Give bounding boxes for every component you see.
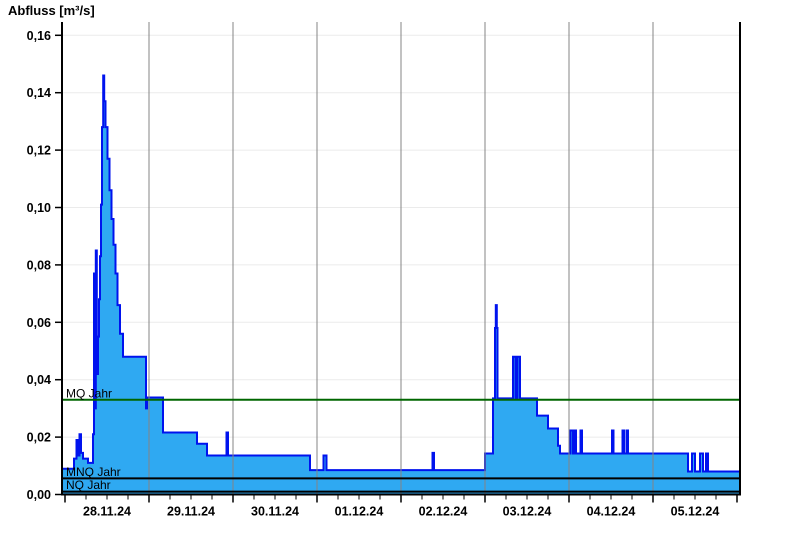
x-tick-label: 29.11.24 (167, 505, 215, 519)
x-tick-label: 28.11.24 (83, 505, 131, 519)
x-tick-label: 30.11.24 (251, 505, 299, 519)
y-tick-label: 0,00 (27, 488, 51, 502)
x-tick-label: 02.12.24 (419, 505, 468, 519)
reference-label-mq-jahr: MQ Jahr (66, 386, 112, 400)
y-tick-label: 0,10 (27, 201, 51, 215)
y-tick-label: 0,06 (27, 316, 51, 330)
y-tick-label: 0,02 (27, 431, 51, 445)
y-tick-label: 0,16 (27, 29, 51, 43)
x-tick-label: 03.12.24 (503, 505, 552, 519)
hydrograph-area (61, 74, 741, 496)
reference-label-nq-jahr: NQ Jahr (66, 478, 111, 492)
y-tick-label: 0,08 (27, 258, 51, 272)
x-tick-label: 04.12.24 (587, 505, 636, 519)
y-tick-label: 0,04 (27, 373, 51, 387)
x-tick-label: 05.12.24 (671, 505, 720, 519)
x-tick-label: 01.12.24 (335, 505, 384, 519)
y-tick-label: 0,14 (27, 86, 51, 100)
chart-title: Abfluss [m³/s] (8, 3, 95, 18)
y-tick-label: 0,12 (27, 144, 51, 158)
reference-label-mnq-jahr: MNQ Jahr (66, 465, 121, 479)
